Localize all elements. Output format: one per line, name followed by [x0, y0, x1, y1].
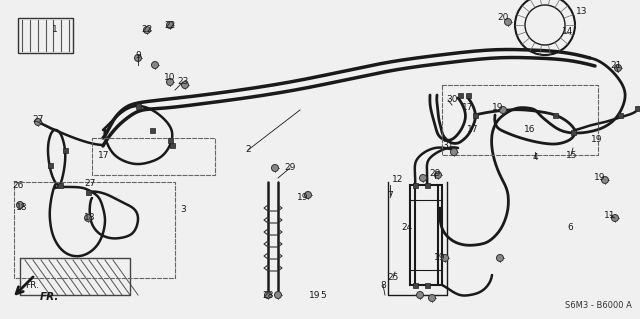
Text: 18: 18	[84, 213, 96, 222]
Bar	[570, 130, 575, 135]
Bar	[634, 106, 639, 110]
Circle shape	[305, 191, 312, 198]
Text: 28: 28	[262, 291, 274, 300]
Bar	[47, 162, 52, 167]
Circle shape	[417, 292, 424, 299]
Circle shape	[35, 118, 42, 125]
Bar	[410, 185, 442, 285]
Bar	[168, 137, 173, 143]
Text: 4: 4	[532, 153, 538, 162]
Bar	[86, 189, 90, 195]
Text: 9: 9	[135, 50, 141, 60]
Text: 19: 19	[435, 254, 445, 263]
Text: 31: 31	[442, 140, 454, 150]
Text: FR.: FR.	[25, 280, 39, 290]
Bar	[458, 93, 463, 98]
Text: 27: 27	[84, 179, 96, 188]
Text: 18: 18	[16, 203, 28, 211]
Text: 17: 17	[462, 103, 474, 113]
Circle shape	[134, 55, 141, 62]
Text: 5: 5	[320, 291, 326, 300]
Text: 24: 24	[401, 224, 413, 233]
Circle shape	[442, 255, 449, 262]
Circle shape	[435, 172, 442, 179]
Text: 19: 19	[492, 103, 504, 113]
Circle shape	[84, 214, 92, 221]
Bar	[150, 128, 154, 132]
Bar	[618, 113, 623, 117]
Text: 6: 6	[567, 224, 573, 233]
Circle shape	[499, 107, 506, 114]
Bar	[18, 18, 73, 53]
Bar	[424, 283, 429, 287]
Text: 23: 23	[177, 78, 189, 86]
Text: 2: 2	[245, 145, 251, 154]
Circle shape	[182, 81, 189, 88]
Text: 7: 7	[387, 190, 393, 199]
Text: 25: 25	[387, 273, 399, 283]
Text: FR.: FR.	[40, 292, 60, 302]
Circle shape	[602, 176, 609, 183]
Bar	[472, 113, 477, 117]
Circle shape	[264, 292, 271, 299]
Bar	[170, 143, 175, 147]
Circle shape	[497, 255, 504, 262]
Text: 22: 22	[164, 20, 175, 29]
Text: 11: 11	[604, 211, 616, 219]
Circle shape	[166, 21, 173, 28]
Circle shape	[614, 64, 621, 71]
Text: 27: 27	[32, 115, 44, 124]
Bar	[58, 182, 63, 188]
Bar	[413, 182, 417, 188]
Circle shape	[419, 174, 426, 182]
Text: 17: 17	[99, 151, 109, 160]
Bar	[413, 283, 417, 287]
Circle shape	[429, 294, 435, 301]
Bar	[63, 147, 67, 152]
Text: 19: 19	[595, 174, 605, 182]
Text: 17: 17	[467, 125, 479, 135]
Text: 1: 1	[52, 26, 58, 34]
Text: 10: 10	[164, 73, 176, 83]
Text: 21: 21	[611, 61, 621, 70]
Bar	[552, 113, 557, 117]
Text: 22: 22	[141, 26, 152, 34]
Circle shape	[271, 165, 278, 172]
Bar	[465, 93, 470, 98]
Text: 19: 19	[297, 194, 308, 203]
Circle shape	[17, 202, 24, 209]
Text: S6M3 - B6000 A: S6M3 - B6000 A	[565, 300, 632, 309]
Text: 30: 30	[446, 95, 458, 105]
Bar	[136, 103, 141, 108]
Text: 19: 19	[309, 291, 321, 300]
Text: 19: 19	[591, 136, 603, 145]
Circle shape	[152, 62, 159, 69]
Text: 20: 20	[497, 13, 509, 23]
Text: 12: 12	[392, 175, 404, 184]
Text: 13: 13	[576, 8, 588, 17]
Text: 29: 29	[284, 164, 296, 173]
Text: 26: 26	[12, 181, 24, 189]
Text: 3: 3	[180, 205, 186, 214]
Text: 15: 15	[566, 151, 578, 160]
Text: 8: 8	[380, 280, 386, 290]
Circle shape	[611, 214, 618, 221]
Circle shape	[143, 26, 150, 33]
Circle shape	[275, 292, 282, 299]
Circle shape	[166, 78, 173, 85]
Circle shape	[451, 149, 458, 155]
Text: 16: 16	[524, 125, 536, 135]
Bar	[424, 182, 429, 188]
Circle shape	[504, 19, 511, 26]
Text: 29: 29	[429, 168, 441, 177]
Text: 14: 14	[563, 27, 573, 36]
